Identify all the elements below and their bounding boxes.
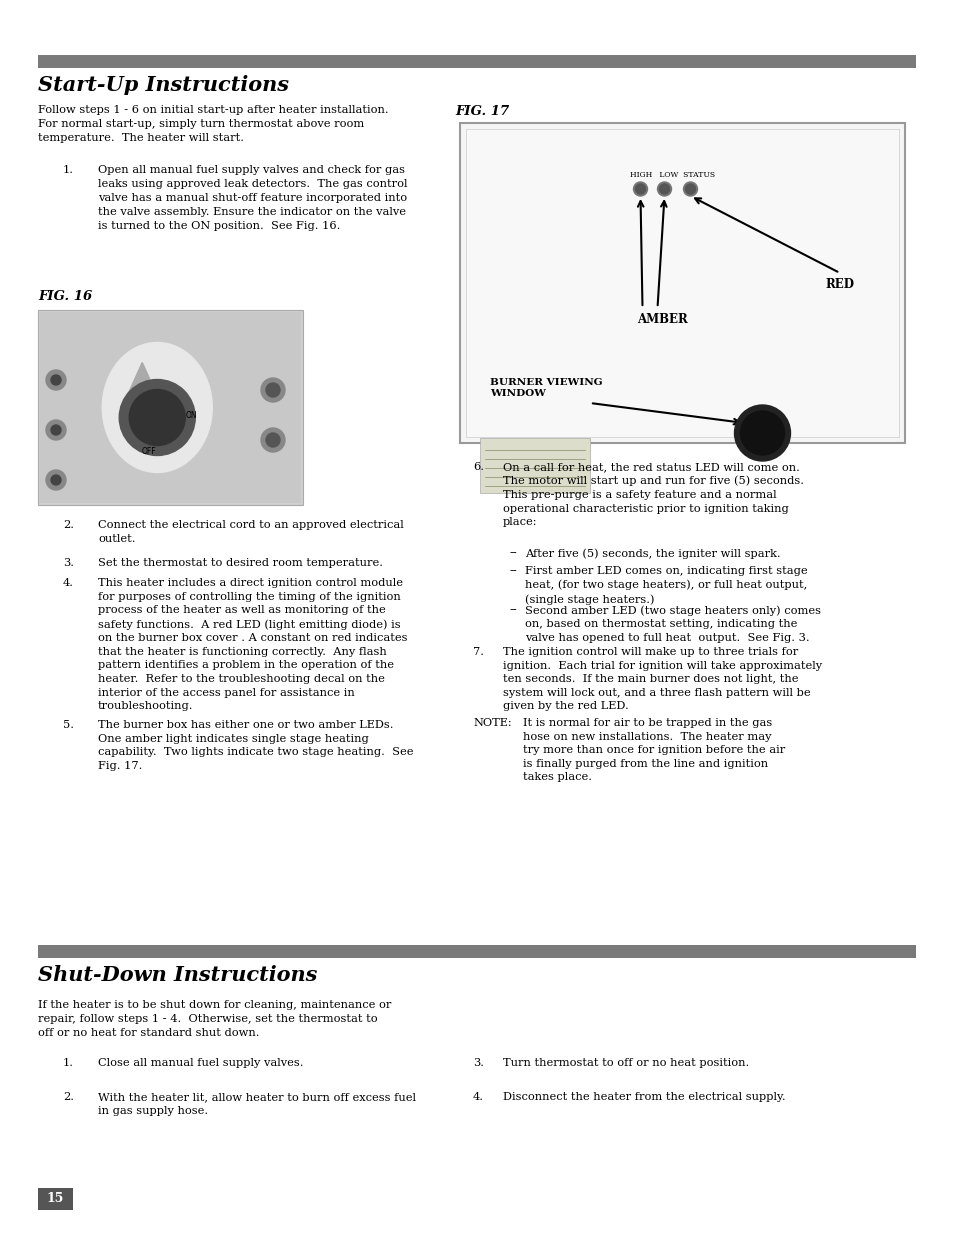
Text: Connect the electrical cord to an approved electrical
outlet.: Connect the electrical cord to an approv… <box>98 520 403 543</box>
Circle shape <box>266 433 280 447</box>
Circle shape <box>734 405 790 461</box>
Circle shape <box>685 184 695 194</box>
Text: NOTE:: NOTE: <box>473 718 511 727</box>
Text: The ignition control will make up to three trials for
ignition.  Each trial for : The ignition control will make up to thr… <box>502 647 821 711</box>
Text: Start-Up Instructions: Start-Up Instructions <box>38 75 289 95</box>
Polygon shape <box>124 363 160 403</box>
Circle shape <box>46 370 66 390</box>
Bar <box>38 56 915 68</box>
Text: Shut-Down Instructions: Shut-Down Instructions <box>38 965 317 986</box>
Circle shape <box>261 429 285 452</box>
Bar <box>465 128 898 437</box>
Text: BURNER VIEWING
WINDOW: BURNER VIEWING WINDOW <box>490 378 602 398</box>
Text: Set the thermostat to desired room temperature.: Set the thermostat to desired room tempe… <box>98 558 382 568</box>
Text: OFF: OFF <box>142 447 156 457</box>
Text: 3.: 3. <box>63 558 74 568</box>
Bar <box>40 312 301 503</box>
Bar <box>459 124 904 443</box>
Text: Turn thermostat to off or no heat position.: Turn thermostat to off or no heat positi… <box>502 1058 748 1068</box>
Text: HIGH   LOW  STATUS: HIGH LOW STATUS <box>629 170 715 179</box>
Text: With the heater lit, allow heater to burn off excess fuel
in gas supply hose.: With the heater lit, allow heater to bur… <box>98 1092 416 1115</box>
Text: 5.: 5. <box>63 720 74 730</box>
Circle shape <box>266 383 280 396</box>
Text: Open all manual fuel supply valves and check for gas
leaks using approved leak d: Open all manual fuel supply valves and c… <box>98 165 407 231</box>
Circle shape <box>129 389 185 446</box>
Text: First amber LED comes on, indicating first stage
heat, (for two stage heaters), : First amber LED comes on, indicating fir… <box>524 566 807 605</box>
Text: 7.: 7. <box>473 647 483 657</box>
Circle shape <box>657 182 671 196</box>
Text: --: -- <box>510 605 517 615</box>
Text: 4.: 4. <box>473 1092 483 1102</box>
Text: --: -- <box>510 548 517 558</box>
Text: 1.: 1. <box>63 165 74 175</box>
Text: 1.: 1. <box>63 1058 74 1068</box>
Circle shape <box>51 475 61 485</box>
Text: 6.: 6. <box>473 462 483 472</box>
Text: Close all manual fuel supply valves.: Close all manual fuel supply valves. <box>98 1058 303 1068</box>
Text: 3.: 3. <box>473 1058 483 1068</box>
Text: FIG. 17: FIG. 17 <box>455 105 509 119</box>
Text: ON: ON <box>185 411 196 420</box>
Text: If the heater is to be shut down for cleaning, maintenance or
repair, follow ste: If the heater is to be shut down for cle… <box>38 1000 391 1037</box>
Text: Follow steps 1 - 6 on initial start-up after heater installation.
For normal sta: Follow steps 1 - 6 on initial start-up a… <box>38 105 388 143</box>
Text: The burner box has either one or two amber LEDs.
One amber light indicates singl: The burner box has either one or two amb… <box>98 720 413 771</box>
Text: This heater includes a direct ignition control module
for purposes of controllin: This heater includes a direct ignition c… <box>98 578 407 711</box>
Text: After five (5) seconds, the igniter will spark.: After five (5) seconds, the igniter will… <box>524 548 780 558</box>
Text: FIG. 16: FIG. 16 <box>38 290 92 303</box>
Circle shape <box>633 182 647 196</box>
Bar <box>479 438 589 493</box>
Circle shape <box>682 182 697 196</box>
Text: RED: RED <box>824 278 853 291</box>
Circle shape <box>119 379 195 456</box>
Text: 15: 15 <box>47 1193 64 1205</box>
Circle shape <box>635 184 645 194</box>
Bar <box>38 1188 73 1210</box>
Bar <box>38 945 915 958</box>
Text: Second amber LED (two stage heaters only) comes
on, based on thermostat setting,: Second amber LED (two stage heaters only… <box>524 605 821 642</box>
Text: 2.: 2. <box>63 520 74 530</box>
Ellipse shape <box>102 342 212 473</box>
Circle shape <box>261 378 285 403</box>
Bar <box>38 310 303 505</box>
Circle shape <box>740 411 783 454</box>
Text: 2.: 2. <box>63 1092 74 1102</box>
Text: --: -- <box>510 566 517 576</box>
Text: 4.: 4. <box>63 578 74 588</box>
Circle shape <box>46 471 66 490</box>
Text: Disconnect the heater from the electrical supply.: Disconnect the heater from the electrica… <box>502 1092 785 1102</box>
Circle shape <box>51 375 61 385</box>
Circle shape <box>46 420 66 440</box>
Circle shape <box>659 184 669 194</box>
Circle shape <box>51 425 61 435</box>
Text: On a call for heat, the red status LED will come on.
The motor will start up and: On a call for heat, the red status LED w… <box>502 462 803 527</box>
Text: AMBER: AMBER <box>637 312 687 326</box>
Text: It is normal for air to be trapped in the gas
hose on new installations.  The he: It is normal for air to be trapped in th… <box>522 718 784 783</box>
